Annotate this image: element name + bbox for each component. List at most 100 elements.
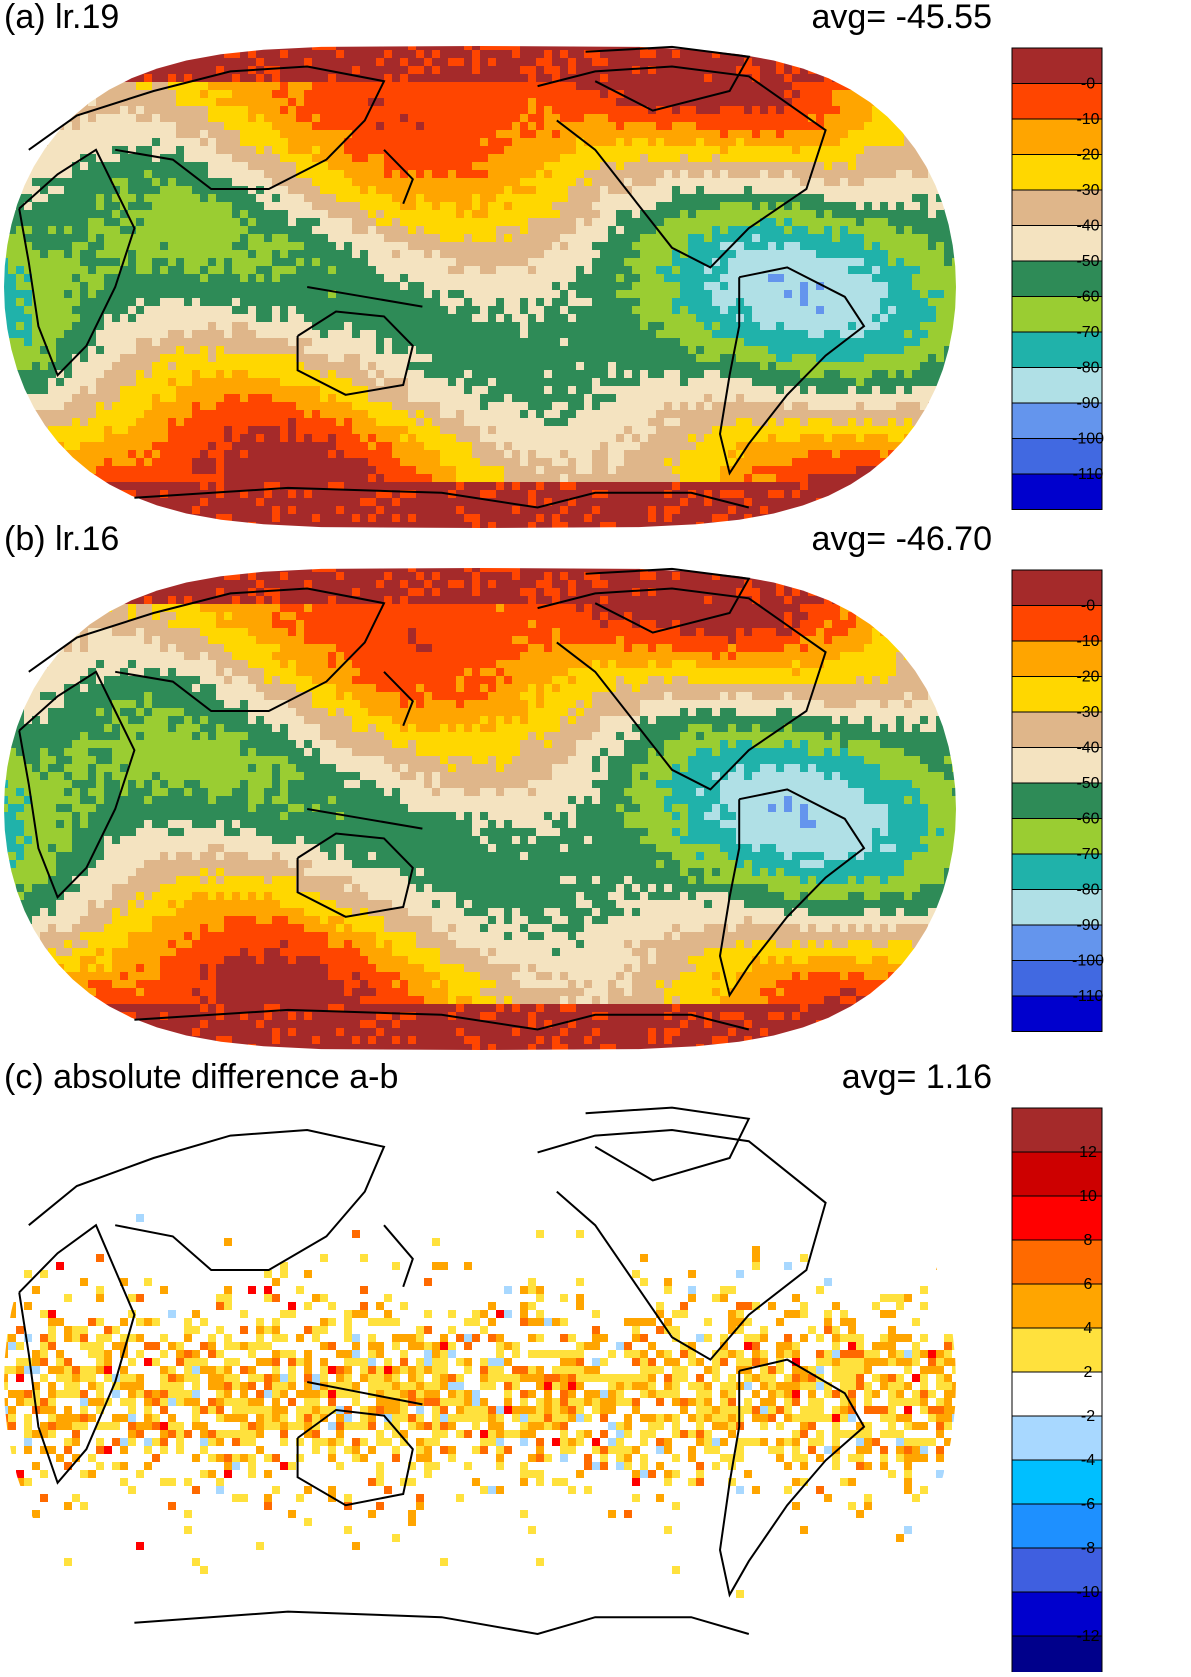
coastline xyxy=(28,587,386,712)
colorbar-tick-label: -100 xyxy=(1072,431,1104,448)
coastline xyxy=(296,1408,414,1507)
colorbar-swatch xyxy=(1011,569,1103,606)
coastline xyxy=(585,45,751,112)
colorbar-swatch xyxy=(1011,889,1103,926)
coastline xyxy=(18,148,136,378)
colorbar-swatch xyxy=(1011,853,1103,890)
colorbar-tick-label: -40 xyxy=(1076,740,1099,757)
colorbar-swatch xyxy=(1011,367,1103,404)
panel-a-map xyxy=(4,45,956,528)
colorbar-tick-label: -50 xyxy=(1076,253,1099,270)
colorbar-swatch xyxy=(1011,438,1103,475)
coastline xyxy=(718,266,866,476)
colorbar-tick-label: 10 xyxy=(1079,1188,1097,1205)
map-field xyxy=(4,568,956,1050)
panel-a-title: (a) lr.19 xyxy=(4,0,120,36)
map-field xyxy=(4,46,956,528)
panel-b-average: avg= -46.70 xyxy=(811,520,992,558)
panel-b-map xyxy=(4,567,956,1050)
colorbar-tick-label: -40 xyxy=(1076,218,1099,235)
colorbar-tick-label: -70 xyxy=(1076,324,1099,341)
colorbar-swatch xyxy=(1011,1371,1103,1417)
colorbar-tick-label: -0 xyxy=(1081,76,1095,93)
panel-c-title: (c) absolute difference a-b xyxy=(4,1058,399,1096)
colorbar-tick-label: -0 xyxy=(1081,598,1095,615)
colorbar-swatch xyxy=(1011,1195,1103,1241)
coastline xyxy=(383,1224,414,1288)
colorbar-swatch xyxy=(1011,83,1103,120)
colorbar-swatch xyxy=(1011,676,1103,713)
colorbar-tick-label: 8 xyxy=(1084,1232,1093,1249)
map-field xyxy=(4,1214,956,1598)
colorbar-swatch xyxy=(1011,225,1103,262)
colorbar-tick-label: -20 xyxy=(1076,147,1099,164)
colorbar-swatch xyxy=(1011,260,1103,297)
colorbar-swatch xyxy=(1011,605,1103,642)
colorbar-swatch xyxy=(1011,1547,1103,1593)
colorbar-swatch xyxy=(1011,1503,1103,1549)
coastline xyxy=(134,1008,750,1031)
colorbar-swatch xyxy=(1011,1151,1103,1197)
colorbar-tick-label: 12 xyxy=(1079,1144,1097,1161)
colorbar-tick-label: -10 xyxy=(1076,111,1099,128)
colorbar-swatch xyxy=(1011,154,1103,191)
colorbar-swatch xyxy=(1011,1107,1103,1153)
coastlines xyxy=(18,45,866,509)
colorbar-tick-label: -80 xyxy=(1076,882,1099,899)
coastlines xyxy=(18,1106,866,1636)
coastline xyxy=(718,1358,866,1598)
colorbar-tick-label: 2 xyxy=(1084,1364,1093,1381)
colorbar-swatch xyxy=(1011,296,1103,333)
colorbar-swatch xyxy=(1011,118,1103,155)
coastline xyxy=(134,1610,750,1636)
colorbar-swatch xyxy=(1011,640,1103,677)
colorbar-swatch xyxy=(1011,995,1103,1032)
colorbar-swatch xyxy=(1011,1239,1103,1285)
colorbar-swatch xyxy=(1011,818,1103,855)
colorbar-swatch xyxy=(1011,1415,1103,1461)
colorbar-tick-label: -10 xyxy=(1076,1584,1099,1601)
colorbar-tick-label: -110 xyxy=(1073,466,1104,483)
colorbar-swatch xyxy=(1011,924,1103,961)
colorbar-tick-label: -2 xyxy=(1081,1408,1095,1425)
panel-a-average: avg= -45.55 xyxy=(811,0,992,36)
panel-b: (b) lr.16 avg= -46.70 -0 -10 -20 -30 -40 -50-… xyxy=(0,522,1191,1082)
coastlines xyxy=(18,567,866,1031)
coastline xyxy=(296,310,414,396)
colorbar-tick-label: -80 xyxy=(1076,360,1099,377)
coastline xyxy=(383,671,414,727)
colorbar-tick-label: -20 xyxy=(1076,669,1099,686)
coastline xyxy=(307,808,423,830)
coastline xyxy=(28,65,386,190)
panel-c: (c) absolute difference a-b avg= 1.16 12… xyxy=(0,1058,1191,1672)
coastline xyxy=(28,1128,386,1271)
colorbar-swatch xyxy=(1011,782,1103,819)
colorbar-tick-label: -60 xyxy=(1076,289,1099,306)
coastline xyxy=(537,587,827,791)
coastline xyxy=(18,1223,136,1485)
panel-c-map xyxy=(4,1106,956,1636)
colorbar-tick-label: -4 xyxy=(1081,1452,1095,1469)
colorbar-tick-label: 4 xyxy=(1084,1320,1093,1337)
panel-b-colorbar: -0 -10 -20 -30 -40 -50 -60 -70 -80 -90 -100 -110 xyxy=(1011,569,1104,1032)
colorbar-tick-label: -10 xyxy=(1076,633,1099,650)
panel-c-average: avg= 1.16 xyxy=(841,1058,992,1096)
colorbar-swatch xyxy=(1011,1327,1103,1373)
colorbar-swatch xyxy=(1011,711,1103,748)
coastline xyxy=(307,286,423,308)
coastline xyxy=(585,1106,751,1182)
colorbar-swatch xyxy=(1011,47,1103,84)
colorbar-tick-label: -90 xyxy=(1076,395,1099,412)
colorbar-tick-label: 6 xyxy=(1084,1276,1093,1293)
panel-b-title: (b) lr.16 xyxy=(4,520,120,558)
colorbar-swatch xyxy=(1011,331,1103,368)
colorbar-tick-label: -90 xyxy=(1076,917,1099,934)
coastline xyxy=(18,670,136,900)
colorbar-tick-label: -8 xyxy=(1081,1540,1095,1557)
colorbar-tick-label: -6 xyxy=(1081,1496,1095,1513)
colorbar-swatch xyxy=(1011,960,1103,997)
colorbar-swatch xyxy=(1011,473,1103,510)
coastline xyxy=(585,567,751,634)
coastline xyxy=(383,149,414,205)
panel-a-colorbar: -0 -10 -20 -30 -40 -50 -60 -70 -80 -90 -100 -110 xyxy=(1011,47,1104,510)
